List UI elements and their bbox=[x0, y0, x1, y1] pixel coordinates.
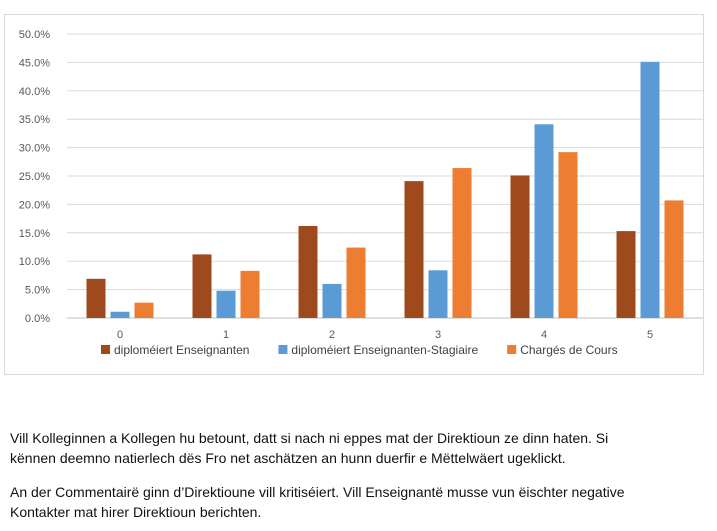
bar bbox=[617, 231, 636, 318]
bar bbox=[641, 62, 660, 318]
legend-swatch bbox=[278, 345, 287, 354]
x-tick-label: 0 bbox=[117, 329, 123, 341]
bar bbox=[665, 200, 684, 318]
bar bbox=[535, 124, 554, 318]
y-tick-label: 35.0% bbox=[19, 114, 50, 126]
y-tick-label: 50.0% bbox=[19, 29, 50, 41]
x-tick-label: 2 bbox=[329, 329, 335, 341]
x-tick-label: 4 bbox=[541, 329, 547, 341]
paragraph-2-line-1: An der Commentairë ginn d’Direktioune vi… bbox=[10, 484, 624, 500]
bar bbox=[299, 226, 318, 318]
legend-swatch bbox=[507, 345, 516, 354]
bar bbox=[405, 181, 424, 318]
legend-swatch bbox=[101, 345, 110, 354]
y-tick-label: 25.0% bbox=[19, 171, 50, 183]
bar bbox=[241, 271, 260, 318]
y-tick-label: 15.0% bbox=[19, 228, 50, 240]
paragraph-2: An der Commentairë ginn d’Direktioune vi… bbox=[10, 482, 700, 522]
y-tick-label: 0.0% bbox=[25, 313, 50, 325]
legend-label: diploméiert Enseignanten bbox=[114, 343, 249, 357]
bar bbox=[135, 303, 154, 318]
bar bbox=[429, 270, 448, 318]
x-tick-label: 5 bbox=[647, 329, 653, 341]
bar bbox=[87, 279, 106, 318]
y-tick-label: 45.0% bbox=[19, 57, 50, 69]
bar bbox=[217, 291, 236, 318]
y-tick-label: 10.0% bbox=[19, 256, 50, 268]
bar bbox=[193, 254, 212, 318]
y-tick-label: 5.0% bbox=[25, 285, 50, 297]
bar bbox=[347, 248, 366, 318]
paragraph-1-line-1: Vill Kolleginnen a Kollegen hu betount, … bbox=[10, 430, 608, 446]
bar bbox=[323, 284, 342, 318]
chart-frame: 0.0%5.0%10.0%15.0%20.0%25.0%30.0%35.0%40… bbox=[4, 14, 704, 375]
y-tick-label: 30.0% bbox=[19, 143, 50, 155]
paragraph-2-line-2: Kontakter mat hirer Direktioun berichten… bbox=[10, 504, 261, 520]
bar bbox=[511, 175, 530, 318]
x-tick-label: 1 bbox=[223, 329, 229, 341]
bar bbox=[453, 168, 472, 318]
legend-label: diploméiert Enseignanten-Stagiaire bbox=[291, 343, 478, 357]
y-tick-label: 20.0% bbox=[19, 199, 50, 211]
bar bbox=[559, 152, 578, 318]
x-tick-label: 3 bbox=[435, 329, 441, 341]
paragraph-1-line-2: kënnen deemno natierlech dës Fro net asc… bbox=[10, 450, 566, 466]
y-tick-label: 40.0% bbox=[19, 86, 50, 98]
bar bbox=[111, 312, 130, 318]
legend-label: Chargés de Cours bbox=[520, 343, 617, 357]
paragraph-1: Vill Kolleginnen a Kollegen hu betount, … bbox=[10, 428, 700, 468]
bar-chart: 0.0%5.0%10.0%15.0%20.0%25.0%30.0%35.0%40… bbox=[5, 15, 705, 376]
